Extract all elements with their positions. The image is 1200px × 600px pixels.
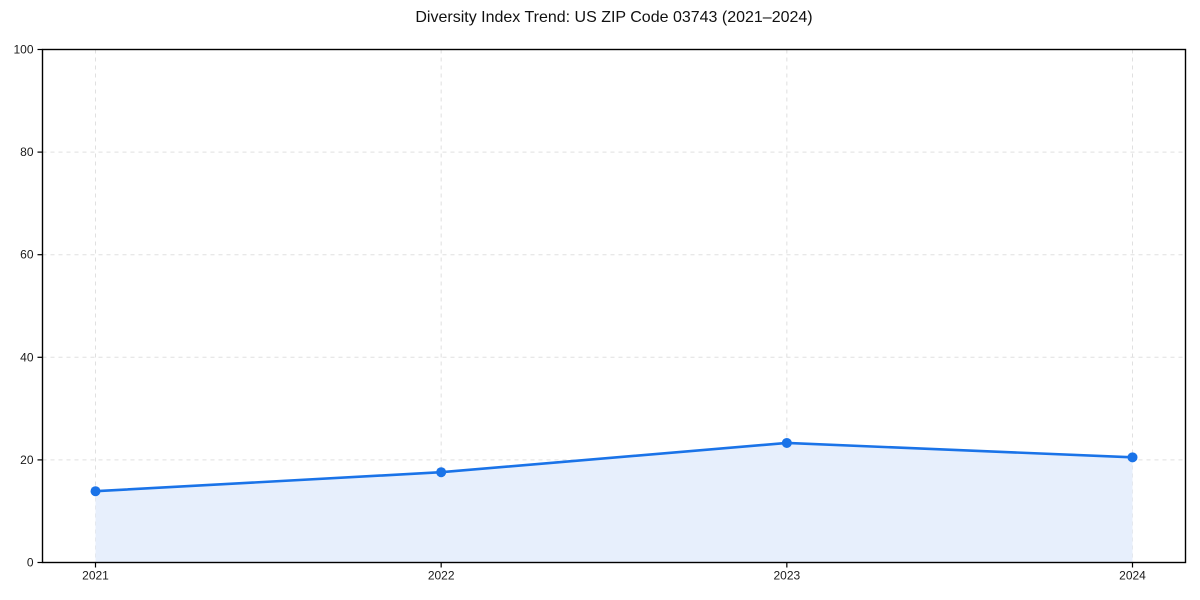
y-tick-label: 60	[20, 248, 34, 262]
y-tick-label: 20	[20, 453, 34, 467]
data-point-marker	[90, 486, 101, 497]
y-tick-label: 0	[27, 556, 34, 570]
y-tick-label: 40	[20, 350, 34, 364]
x-tick-label: 2024	[1119, 569, 1146, 583]
y-tick-label: 80	[20, 145, 34, 159]
x-tick-label: 2022	[428, 569, 455, 583]
data-point-marker	[781, 437, 792, 448]
y-tick-label: 100	[13, 43, 33, 57]
axes-frame	[41, 48, 1187, 564]
x-tick-label: 2021	[82, 569, 109, 583]
data-point-marker	[1127, 452, 1138, 463]
trend-line	[94, 441, 1134, 493]
area-fill	[95, 442, 1133, 563]
data-point-marker	[436, 467, 447, 478]
x-tick-label: 2023	[773, 569, 800, 583]
chart-title: Diversity Index Trend: US ZIP Code 03743…	[415, 9, 813, 26]
